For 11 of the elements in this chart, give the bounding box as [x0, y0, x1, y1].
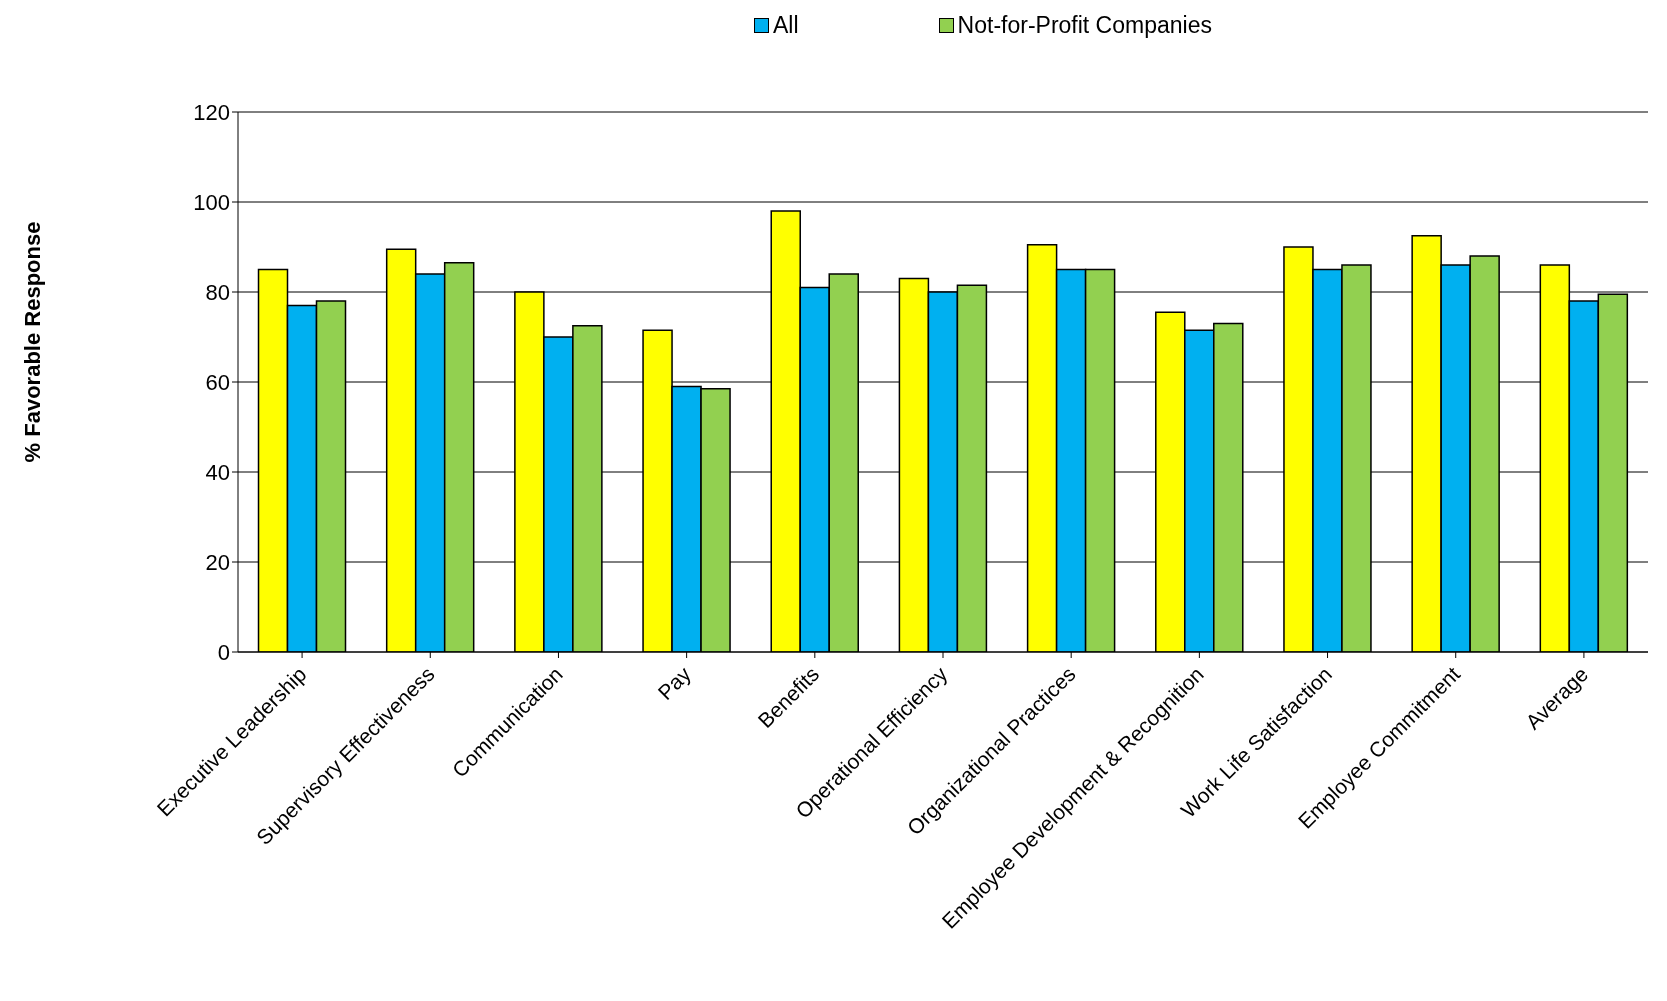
- legend-label: Not-for-Profit Companies: [957, 11, 1212, 39]
- y-axis-title: % Favorable Response: [20, 221, 46, 463]
- y-tick-label: 100: [193, 189, 230, 215]
- y-tick-label: 60: [205, 369, 230, 395]
- x-tick-label: Pay: [653, 661, 696, 705]
- y-tick-label: 40: [205, 459, 230, 485]
- y-tick-label: 80: [205, 279, 230, 305]
- legend-label: All: [773, 11, 799, 39]
- y-tick-label: 120: [193, 99, 230, 125]
- y-tick-label: 0: [217, 639, 230, 665]
- y-tick-label: 20: [205, 549, 230, 575]
